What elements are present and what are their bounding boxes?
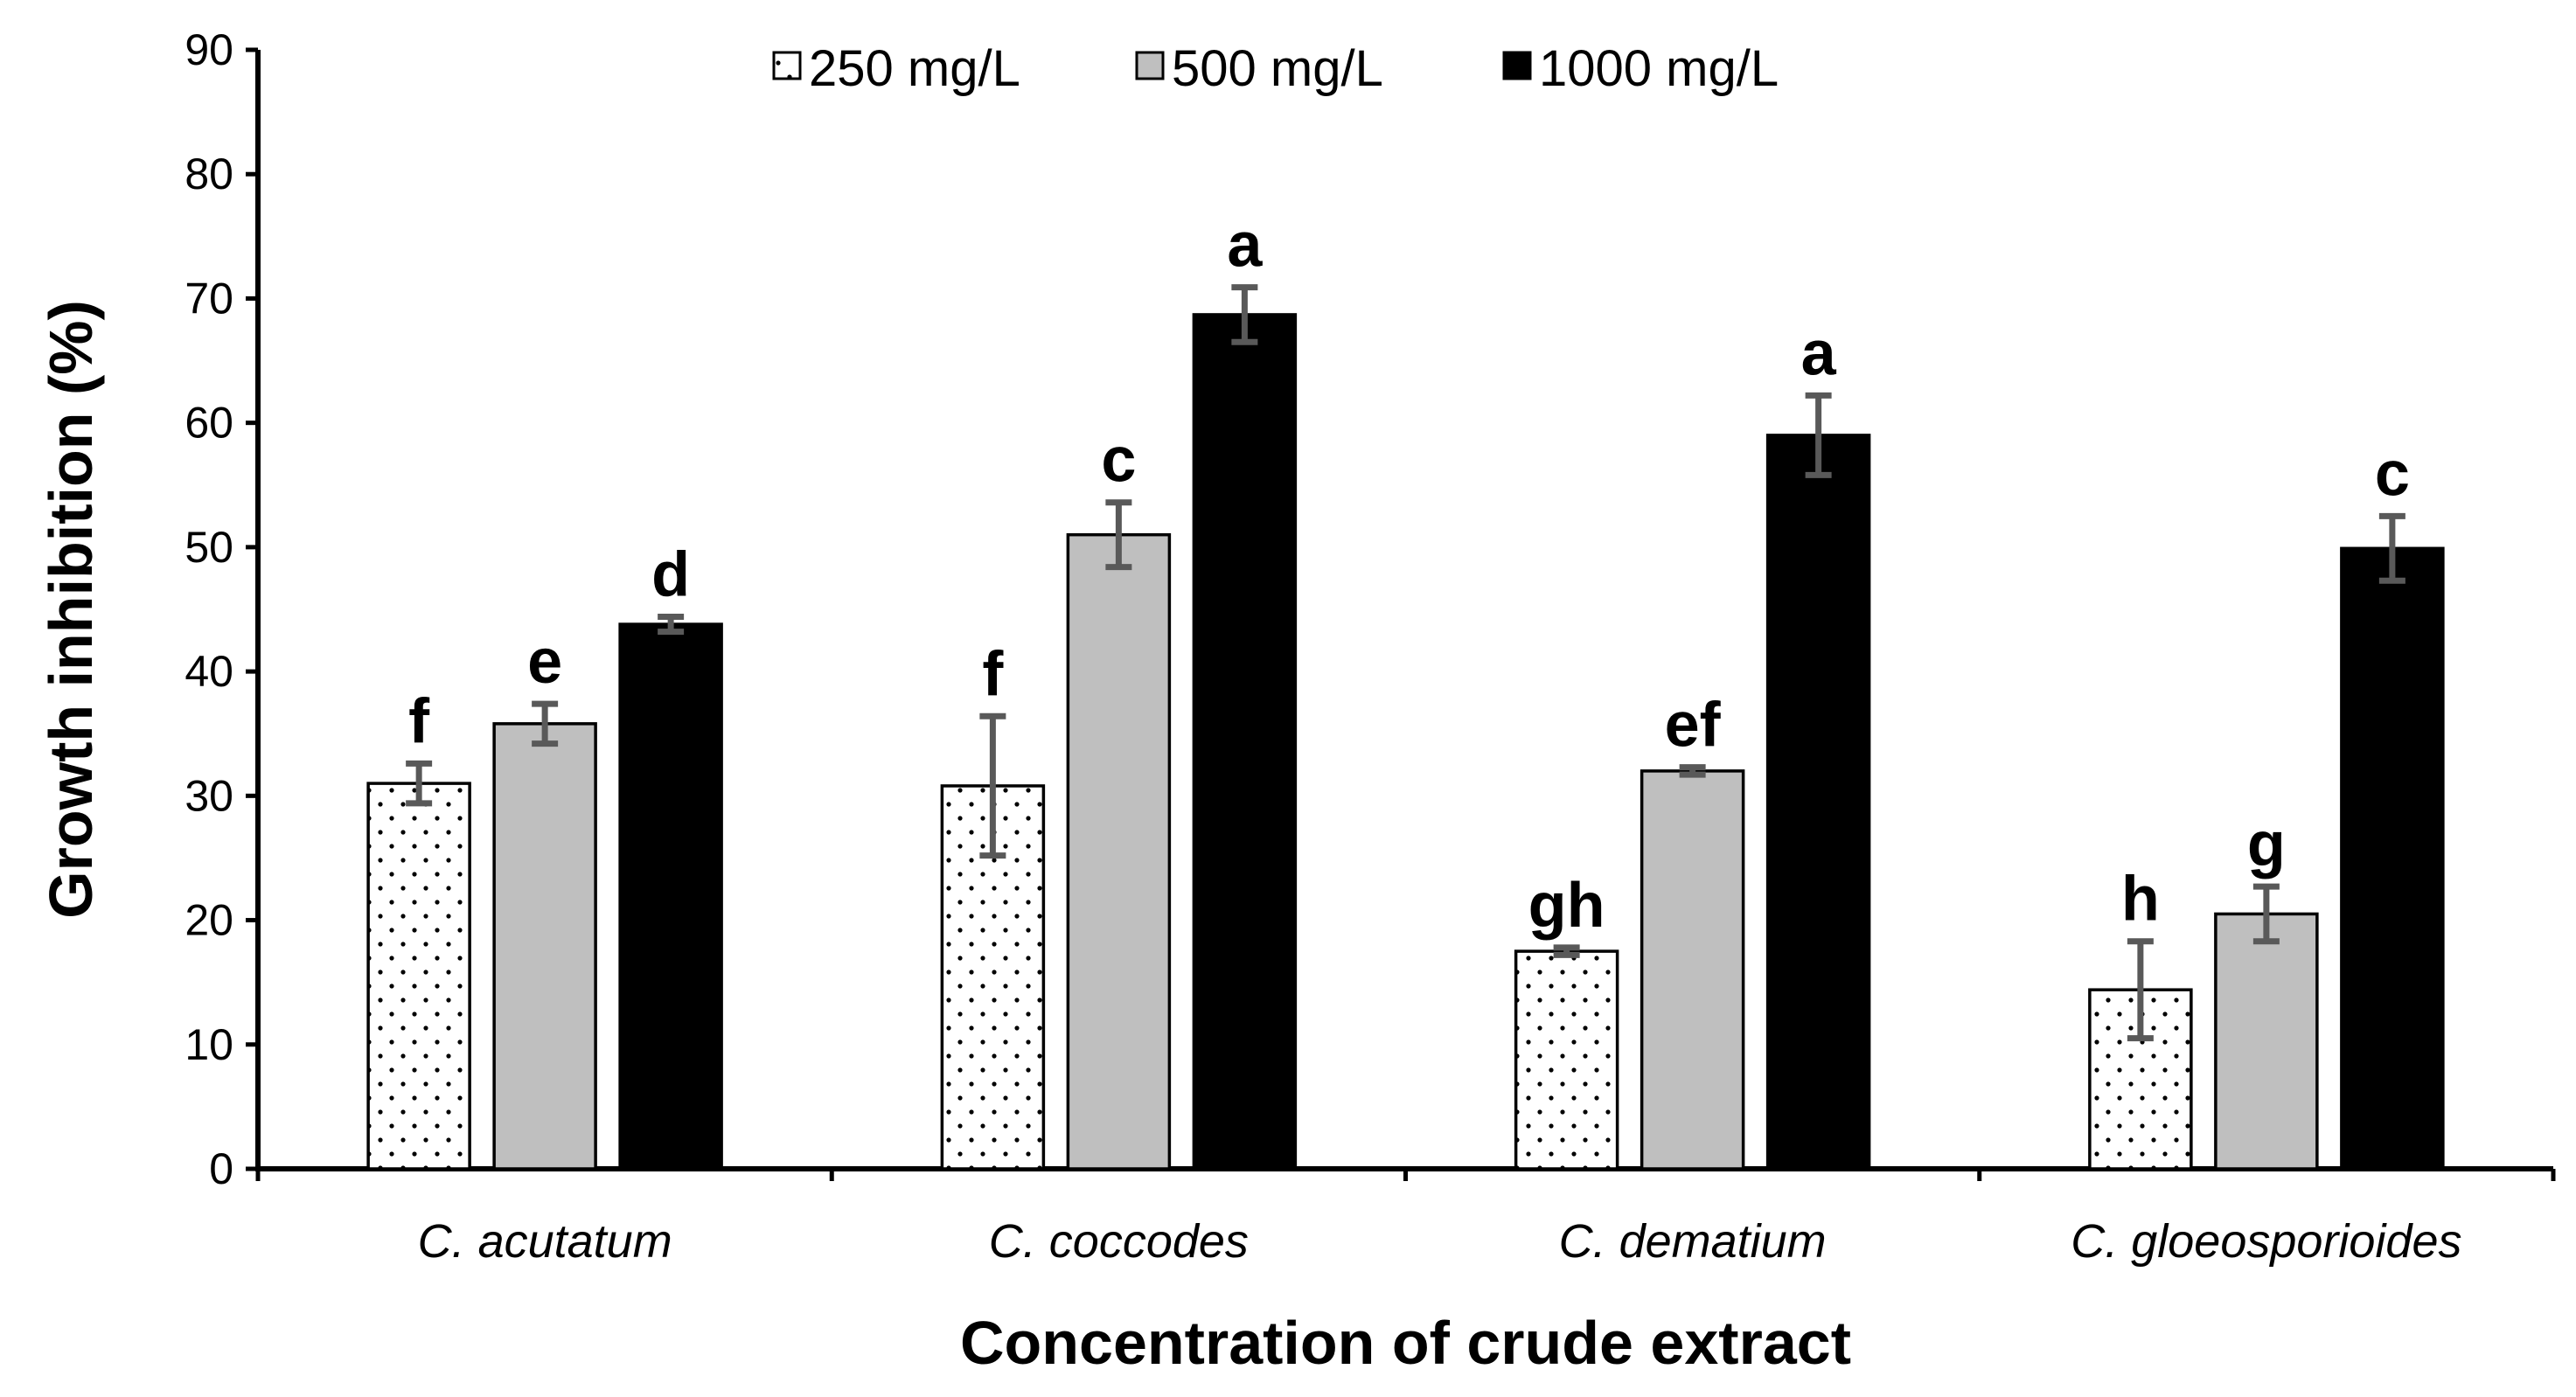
bar-500-mg-l <box>2214 912 2319 1171</box>
significance-letter: ef <box>1665 691 1722 761</box>
bar-500-mg-l <box>1640 769 1745 1171</box>
significance-letter: e <box>527 627 562 697</box>
x-category-label: C. coccodes <box>989 1215 1249 1268</box>
y-tick-label: 80 <box>184 149 233 198</box>
bar-500-mg-l <box>492 722 597 1171</box>
legend-label: 1000 mg/L <box>1539 40 1779 97</box>
x-category-label: C. dematium <box>1559 1215 1827 1268</box>
bars <box>366 284 2445 1171</box>
significance-letter: h <box>2121 865 2160 935</box>
significance-letter: f <box>982 639 1004 709</box>
significance-letter: c <box>1101 426 1136 496</box>
significance-letter: c <box>2375 439 2410 509</box>
y-tick-label: 20 <box>184 896 233 945</box>
x-axis-title: Concentration of crude extract <box>960 1309 1851 1377</box>
legend-label: 500 mg/L <box>1172 40 1383 97</box>
y-tick-label: 0 <box>209 1144 233 1193</box>
bar-1000-mg-l <box>1192 313 1298 1171</box>
significance-letter: g <box>2247 810 2286 879</box>
bar-250-mg-l <box>366 782 471 1171</box>
y-tick-label: 40 <box>184 647 233 696</box>
bar-500-mg-l <box>1066 532 1172 1171</box>
legend-swatch <box>772 51 802 80</box>
y-tick-label: 70 <box>184 274 233 323</box>
x-category-label: C. acutatum <box>418 1215 672 1268</box>
legend: 250 mg/L 500 mg/L 1000 mg/L <box>772 40 1779 97</box>
y-tick-label: 60 <box>184 399 233 448</box>
significance-letter: gh <box>1528 871 1605 941</box>
significance-letter: a <box>1227 211 1263 281</box>
significance-letter: d <box>651 540 690 610</box>
bar-1000-mg-l <box>1765 434 1871 1171</box>
x-category-label: C. gloeosporioides <box>2071 1215 2461 1268</box>
y-tick-label: 10 <box>184 1020 233 1069</box>
significance-letter: a <box>1801 318 1837 388</box>
legend-swatch <box>1135 51 1165 80</box>
legend-label: 250 mg/L <box>809 40 1020 97</box>
bar-1000-mg-l <box>618 622 723 1171</box>
legend-swatch <box>1502 51 1532 80</box>
bar-1000-mg-l <box>2340 546 2445 1171</box>
labels: C. acutatum C. coccodes C. dematium C. gloe… <box>37 211 2462 1377</box>
y-tick-label: 30 <box>184 771 233 820</box>
significance-letter: f <box>408 686 430 756</box>
bar-250-mg-l <box>1514 949 1619 1171</box>
y-tick-label: 90 <box>184 25 233 74</box>
y-tick-label: 50 <box>184 523 233 572</box>
y-axis-title: Growth inhibition (%) <box>37 300 105 919</box>
